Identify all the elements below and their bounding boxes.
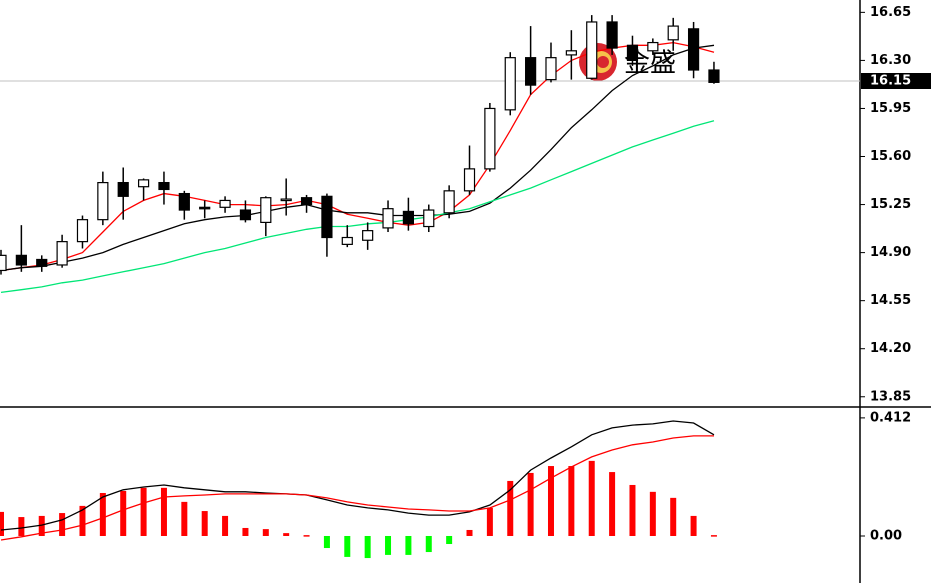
y-tick-label: 0.00 xyxy=(870,528,902,543)
candle-body xyxy=(158,181,170,191)
candle-body xyxy=(443,190,455,214)
candle-body xyxy=(504,57,516,111)
histogram-bar xyxy=(59,513,66,536)
histogram-bar xyxy=(120,490,127,536)
candle-body xyxy=(178,192,190,211)
histogram-bar xyxy=(486,507,493,536)
histogram-bar xyxy=(690,515,697,536)
histogram-bar xyxy=(18,517,25,536)
histogram-bar xyxy=(262,529,269,536)
histogram-bar xyxy=(527,472,534,536)
candle-body xyxy=(97,181,109,221)
y-tick-label: 15.60 xyxy=(870,149,911,164)
histogram-bar xyxy=(649,491,656,536)
candle-body xyxy=(199,206,211,210)
candle-body xyxy=(56,241,68,266)
y-tick-label: 14.90 xyxy=(870,245,911,260)
indicator-line xyxy=(0,420,715,531)
histogram-bar xyxy=(0,511,4,536)
histogram-bar xyxy=(79,505,86,536)
histogram-bar xyxy=(344,535,351,557)
histogram-bar xyxy=(160,487,167,536)
histogram-bar xyxy=(385,535,392,555)
histogram-bar xyxy=(242,527,249,536)
candle-body xyxy=(545,57,557,81)
histogram-bar xyxy=(547,466,554,536)
y-tick-label: 14.55 xyxy=(870,293,911,308)
y-tick-label: 15.95 xyxy=(870,101,911,116)
histogram-bar xyxy=(201,511,208,536)
candle-body xyxy=(362,230,374,241)
last-price-badge xyxy=(861,73,931,89)
candle-body xyxy=(137,179,150,188)
histogram-bar xyxy=(609,472,616,536)
candle-body xyxy=(0,254,7,272)
candle-body xyxy=(687,28,700,71)
histogram-bar xyxy=(181,501,188,536)
histogram-bar xyxy=(323,535,330,549)
histogram-bar xyxy=(568,466,575,536)
watermark-logo xyxy=(597,56,609,68)
candle-body xyxy=(239,209,252,221)
candle-body xyxy=(402,210,414,225)
histogram-bar xyxy=(670,497,677,536)
indicator-line xyxy=(0,44,715,272)
candle-body xyxy=(382,208,394,229)
candle-body xyxy=(260,197,272,224)
histogram-bar xyxy=(99,492,106,536)
y-tick-label: 16.65 xyxy=(870,5,911,20)
y-tick-label: 13.85 xyxy=(870,389,911,404)
y-tick-label: 0.412 xyxy=(870,410,911,425)
histogram-bar xyxy=(446,535,453,545)
candle-body xyxy=(463,168,476,192)
histogram-bar xyxy=(405,535,412,555)
candle-body xyxy=(300,197,313,206)
candle-body xyxy=(626,44,639,62)
candle-body xyxy=(341,236,353,245)
histogram-bar xyxy=(466,529,473,536)
histogram-bar xyxy=(425,535,432,553)
candle-body xyxy=(219,199,231,208)
histogram-bar xyxy=(38,515,45,536)
candle-body xyxy=(647,41,659,52)
histogram-bar xyxy=(283,533,290,536)
candle-body xyxy=(708,69,720,83)
candle-body xyxy=(15,254,27,266)
candle-body xyxy=(423,209,435,228)
indicator-line xyxy=(0,120,715,294)
y-tick-label: 15.25 xyxy=(870,197,911,212)
candle-body xyxy=(667,25,679,41)
candle-body xyxy=(586,21,598,79)
histogram-bar xyxy=(629,484,636,536)
histogram-bar xyxy=(588,460,595,536)
candle-body xyxy=(280,198,292,202)
histogram-bar xyxy=(364,535,371,559)
candle-body xyxy=(484,107,496,170)
candle-body xyxy=(525,57,537,86)
candle-body xyxy=(321,195,333,239)
histogram-bar xyxy=(507,480,514,536)
histogram-bar xyxy=(222,515,229,536)
candle-body xyxy=(36,258,48,267)
y-tick-label: 14.20 xyxy=(870,341,911,356)
last-price-label: 16.15 xyxy=(870,74,911,89)
y-tick-label: 16.30 xyxy=(870,53,911,68)
candle-body xyxy=(606,21,618,49)
histogram-bar xyxy=(140,487,147,536)
candle-body xyxy=(117,181,129,197)
candle-body xyxy=(565,50,577,56)
histogram-bar xyxy=(710,535,717,537)
candle-body xyxy=(76,219,89,243)
indicator-line xyxy=(0,435,714,541)
histogram-bar xyxy=(303,535,310,537)
